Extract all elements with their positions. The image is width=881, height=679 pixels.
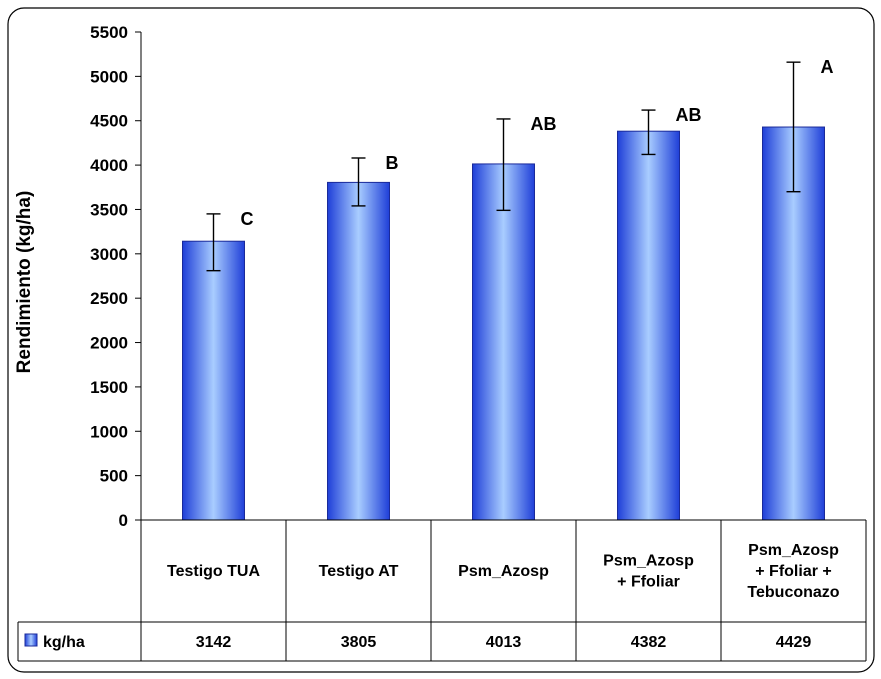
x-tick-label: + Ffoliar — [617, 574, 680, 591]
x-tick-label: Tebuconazo — [747, 584, 839, 601]
y-tick-label: 5500 — [90, 23, 128, 42]
chart-frame — [7, 7, 875, 673]
significance-letter: B — [386, 153, 399, 173]
data-value-label: 4013 — [486, 634, 522, 651]
y-tick-label: 4500 — [90, 112, 128, 131]
y-tick-label: 5000 — [90, 67, 128, 86]
x-tick-label: Testigo TUA — [167, 563, 260, 580]
legend-label: kg/ha — [43, 634, 85, 651]
bar — [182, 240, 245, 521]
y-axis-title: Rendimiento (kg/ha) — [14, 191, 35, 374]
data-value-label: 4429 — [776, 634, 812, 651]
y-tick-label: 3500 — [90, 200, 128, 219]
x-tick-label: Testigo AT — [319, 563, 399, 580]
x-tick-label: Psm_Azosp — [748, 542, 839, 559]
y-tick-label: 500 — [100, 467, 128, 486]
bar — [327, 181, 390, 521]
y-tick-label: 3000 — [90, 245, 128, 264]
significance-letter: A — [821, 57, 834, 77]
y-tick-label: 4000 — [90, 156, 128, 175]
x-tick-label: Psm_Azosp — [603, 553, 694, 570]
y-tick-label: 2500 — [90, 289, 128, 308]
bar — [617, 130, 680, 521]
bar — [472, 163, 535, 521]
significance-letter: AB — [531, 114, 557, 134]
x-tick-label: Psm_Azosp — [458, 563, 549, 580]
significance-letter: AB — [676, 105, 702, 125]
y-tick-label: 0 — [119, 511, 128, 530]
legend-swatch — [24, 633, 38, 647]
x-tick-label: + Ffoliar + — [755, 563, 831, 580]
data-table: kg/ha Testigo TUA 3142 Testigo AT 3805 Psm_Az… — [17, 519, 867, 662]
y-axis: 0 500 1000 1500 2000 2500 3000 3500 4000 4500 5000… — [90, 23, 142, 530]
bars: C B AB AB A — [182, 57, 834, 521]
y-tick-label: 2000 — [90, 334, 128, 353]
significance-letter: C — [241, 209, 254, 229]
data-value-label: 4382 — [631, 634, 667, 651]
data-value-label: 3805 — [341, 634, 377, 651]
data-value-label: 3142 — [196, 634, 232, 651]
y-tick-label: 1500 — [90, 378, 128, 397]
y-tick-label: 1000 — [90, 422, 128, 441]
bar — [762, 126, 825, 521]
